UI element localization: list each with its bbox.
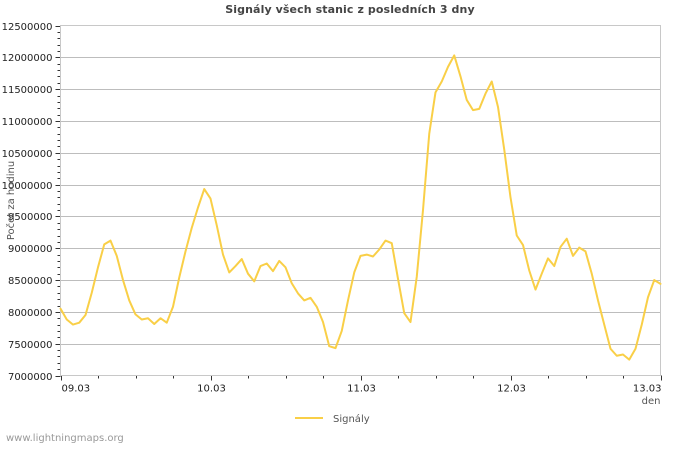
y-axis-tick-label: 7000000 — [8, 372, 53, 383]
chart-legend: Signály — [295, 413, 370, 425]
y-axis-tick-label: 12000000 — [2, 53, 53, 64]
x-axis-tick-label: 09.03 — [62, 384, 91, 395]
y-axis-tick-label: 11500000 — [2, 85, 53, 96]
x-axis-tick-label: 12.03 — [497, 384, 526, 395]
y-axis-tick-label: 10500000 — [2, 149, 53, 160]
plot-border — [60, 25, 661, 376]
y-axis-tick-label: 11000000 — [2, 117, 53, 128]
data-series-group — [59, 54, 662, 361]
x-axis-tick-label: 11.03 — [347, 384, 376, 395]
x-axis-ticks-group — [61, 375, 662, 381]
y-axis-ticks-group — [55, 26, 61, 377]
y-axis-tick-label: 12500000 — [2, 22, 53, 33]
x-axis-tick-label: 10.03 — [197, 384, 226, 395]
y-axis-tick-label: 9000000 — [8, 244, 53, 255]
x-axis-tick-labels-group: 09.03 10.03 11.03 12.03 13.03 — [62, 384, 662, 395]
y-axis-title: Počet za hodinu — [5, 161, 17, 240]
y-axis-tick-label: 7500000 — [8, 340, 53, 351]
plot-frame — [60, 25, 661, 376]
series-line-signaly — [59, 54, 662, 361]
gridlines-group — [60, 57, 661, 345]
legend-label: Signály — [333, 413, 370, 425]
watermark-label: www.lightningmaps.org — [6, 433, 124, 444]
chart-title: Signály všech stanic z posledních 3 dny — [225, 3, 475, 16]
x-axis-title: den — [642, 396, 661, 407]
y-axis-tick-label: 10000000 — [2, 181, 53, 192]
y-axis-tick-labels-group: 12500000 12000000 11500000 11000000 10500000… — [2, 22, 53, 383]
axis-titles-group: den Počet za hodinu — [5, 161, 661, 407]
y-axis-tick-label: 9500000 — [8, 212, 53, 223]
x-axis-tick-label: 13.03 — [633, 384, 662, 395]
y-axis-tick-label: 8500000 — [8, 276, 53, 287]
y-axis-tick-label: 8000000 — [8, 308, 53, 319]
